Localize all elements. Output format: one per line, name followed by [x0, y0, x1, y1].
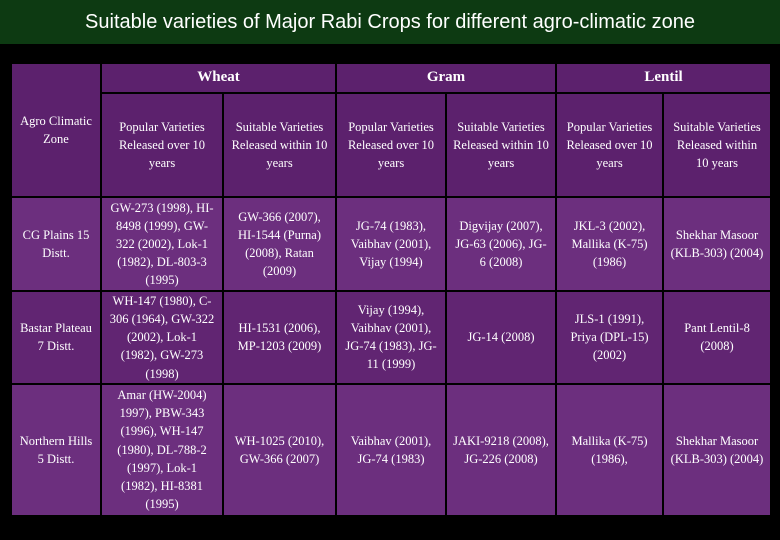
crop-header: Wheat — [100, 62, 337, 94]
variety-cell: Vijay (1994), Vaibhav (2001), JG-74 (198… — [335, 290, 447, 385]
variety-cell: JLS-1 (1991), Priya (DPL-15) (2002) — [555, 290, 665, 385]
table-body: CG Plains 15 Distt. GW-273 (1998), HI-849… — [10, 196, 773, 517]
variety-cell: Pant Lentil-8 (2008) — [662, 290, 773, 385]
variety-cell: Mallika (K-75) (1986), — [555, 382, 665, 517]
variety-cell: Shekhar Masoor (KLB-303) (2004) — [662, 382, 773, 517]
zone-row: Northern Hills 5 Distt. Amar (HW-2004) 19… — [10, 382, 773, 517]
variety-cell: Digvijay (2007), JG-63 (2006), JG-6 (200… — [444, 196, 558, 292]
variety-cell: Vaibhav (2001), JG-74 (1983) — [335, 382, 447, 517]
subheader-row: Popular Varieties Released over 10 years… — [11, 92, 773, 198]
variety-cell: GW-273 (1998), HI-8498 (1999), GW-322 (2… — [100, 196, 224, 292]
variety-cell: GW-366 (2007), HI-1544 (Purna) (2008), R… — [222, 196, 337, 292]
header-row: Agro Climatic Zone Wheat Gram Lentil — [10, 62, 773, 198]
subheader-cell: Suitable Varieties Released within 10 ye… — [444, 92, 558, 198]
subheader-cell: Popular Varieties Released over 10 years — [100, 92, 224, 198]
subheader-cell: Suitable Varieties Released within 10 ye… — [662, 92, 773, 198]
subheader-cell: Suitable Varieties Released within 10 ye… — [222, 92, 337, 198]
subheader-cell: Popular Varieties Released over 10 years — [335, 92, 447, 198]
variety-cell: JG-74 (1983), Vaibhav (2001), Vijay (199… — [335, 196, 447, 292]
zone-row: Bastar Plateau 7 Distt. WH-147 (1980), C-… — [10, 290, 773, 385]
zone-row: CG Plains 15 Distt. GW-273 (1998), HI-849… — [10, 196, 773, 292]
zone-cell: CG Plains 15 Distt. — [10, 196, 102, 292]
table-header: Agro Climatic Zone Wheat Gram Lentil Popular… — [10, 62, 773, 198]
variety-cell: WH-1025 (2010), GW-366 (2007) — [222, 382, 337, 517]
corner-cell: Agro Climatic Zone — [10, 62, 102, 198]
crop-header: Gram — [334, 62, 558, 94]
variety-cell: Shekhar Masoor (KLB-303) (2004) — [662, 196, 773, 292]
zone-cell: Bastar Plateau 7 Distt. — [10, 290, 102, 385]
variety-cell: HI-1531 (2006), MP-1203 (2009) — [222, 290, 337, 385]
subheader-cell: Popular Varieties Released over 10 years — [555, 92, 665, 198]
zone-cell: Northern Hills 5 Distt. — [10, 382, 102, 517]
variety-cell: Amar (HW-2004) 1997), PBW-343 (1996), WH… — [100, 382, 224, 517]
slide-title: Suitable varieties of Major Rabi Crops f… — [0, 0, 780, 44]
crop-header: Lentil — [555, 62, 773, 94]
variety-cell: WH-147 (1980), C-306 (1964), GW-322 (200… — [100, 290, 224, 385]
variety-cell: JG-14 (2008) — [444, 290, 558, 385]
variety-cell: JKL-3 (2002), Mallika (K-75) (1986) — [555, 196, 665, 292]
variety-cell: JAKI-9218 (2008), JG-226 (2008) — [444, 382, 558, 517]
varieties-table: Agro Climatic Zone Wheat Gram Lentil Popular… — [10, 62, 773, 517]
